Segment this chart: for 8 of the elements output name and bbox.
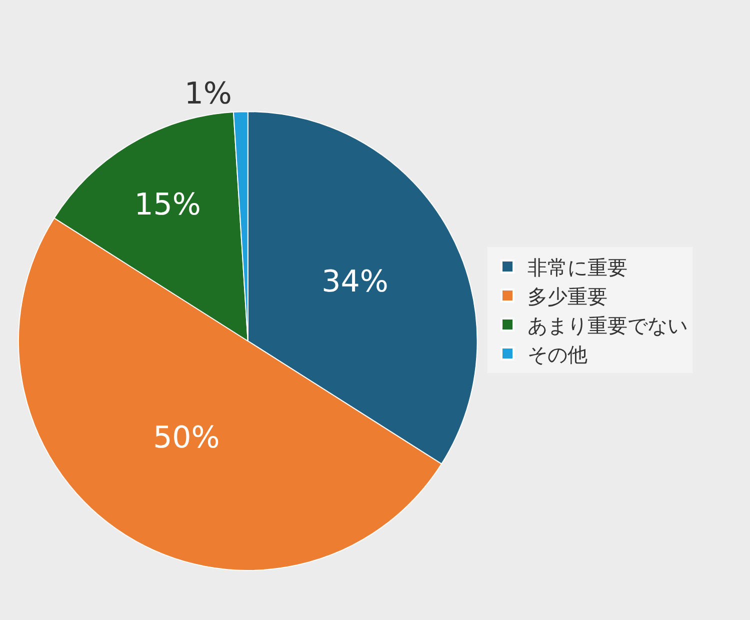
- data-label: 50%: [153, 420, 220, 456]
- data-label: 1%: [184, 76, 232, 112]
- legend-label: あまり重要でない: [528, 313, 688, 338]
- legend-label: 多少重要: [528, 284, 608, 308]
- legend-label: 非常に重要: [528, 255, 628, 280]
- legend-label: その他: [528, 342, 588, 366]
- data-label: 34%: [322, 264, 388, 300]
- data-label: 15%: [134, 188, 201, 223]
